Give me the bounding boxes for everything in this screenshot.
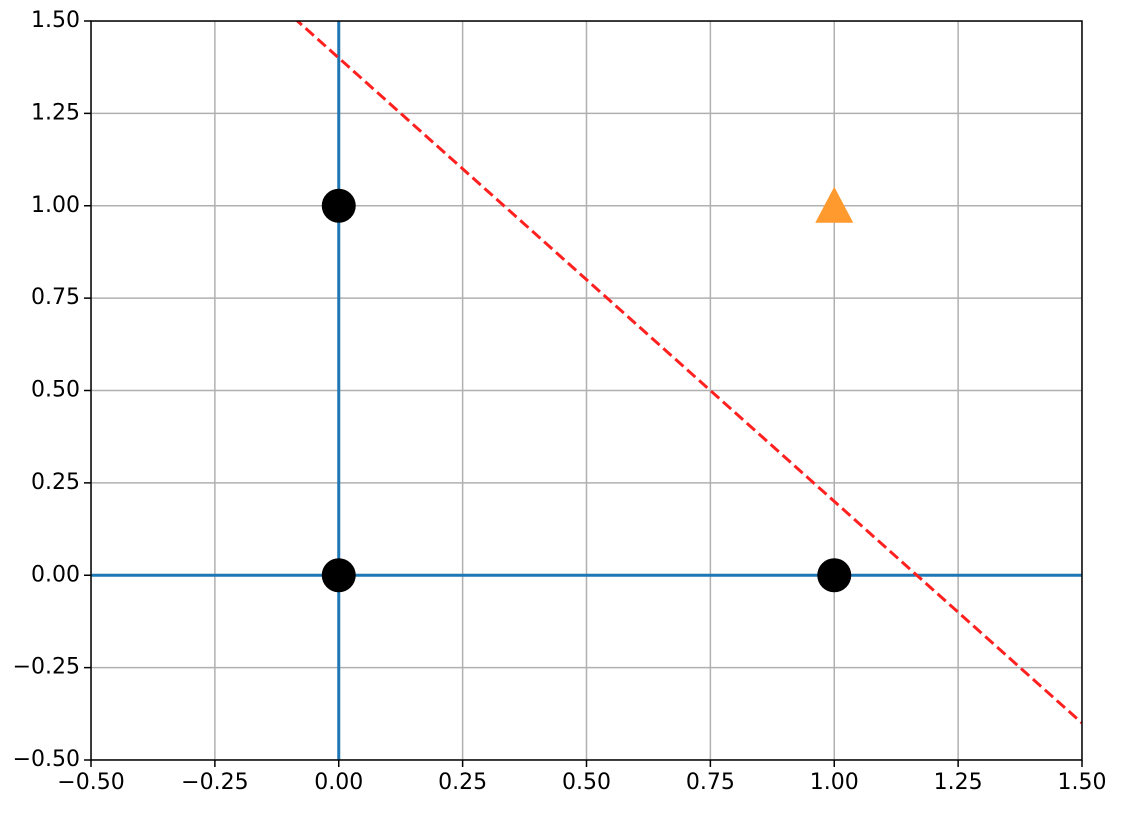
x-tick-label: 1.25 xyxy=(934,770,983,795)
y-tick-label: 0.00 xyxy=(31,562,80,587)
point xyxy=(817,558,852,593)
x-tick-label: 1.50 xyxy=(1058,770,1107,795)
y-tick-label: 1.50 xyxy=(31,8,80,33)
y-tick-label: −0.50 xyxy=(13,747,80,772)
point xyxy=(815,186,854,223)
y-tick-label: 1.00 xyxy=(31,193,80,218)
point xyxy=(321,188,356,223)
y-tick-label: 0.50 xyxy=(31,378,80,403)
x-tick-label: 0.75 xyxy=(686,770,735,795)
x-tick-label: 0.00 xyxy=(314,770,363,795)
plot-area xyxy=(91,21,1082,760)
x-tick-label: 0.25 xyxy=(438,770,487,795)
x-tick-label: −0.50 xyxy=(57,770,124,795)
y-tick-label: 0.25 xyxy=(31,470,80,495)
y-tick-label: 0.75 xyxy=(31,285,80,310)
x-tick-label: 1.00 xyxy=(810,770,859,795)
y-tick-label: −0.25 xyxy=(13,655,80,680)
dashed-line xyxy=(295,21,1082,725)
plot-frame xyxy=(90,20,1083,761)
y-tick-label: 1.25 xyxy=(31,100,80,125)
x-tick-label: 0.50 xyxy=(562,770,611,795)
point xyxy=(321,558,356,593)
x-tick-label: −0.25 xyxy=(181,770,248,795)
